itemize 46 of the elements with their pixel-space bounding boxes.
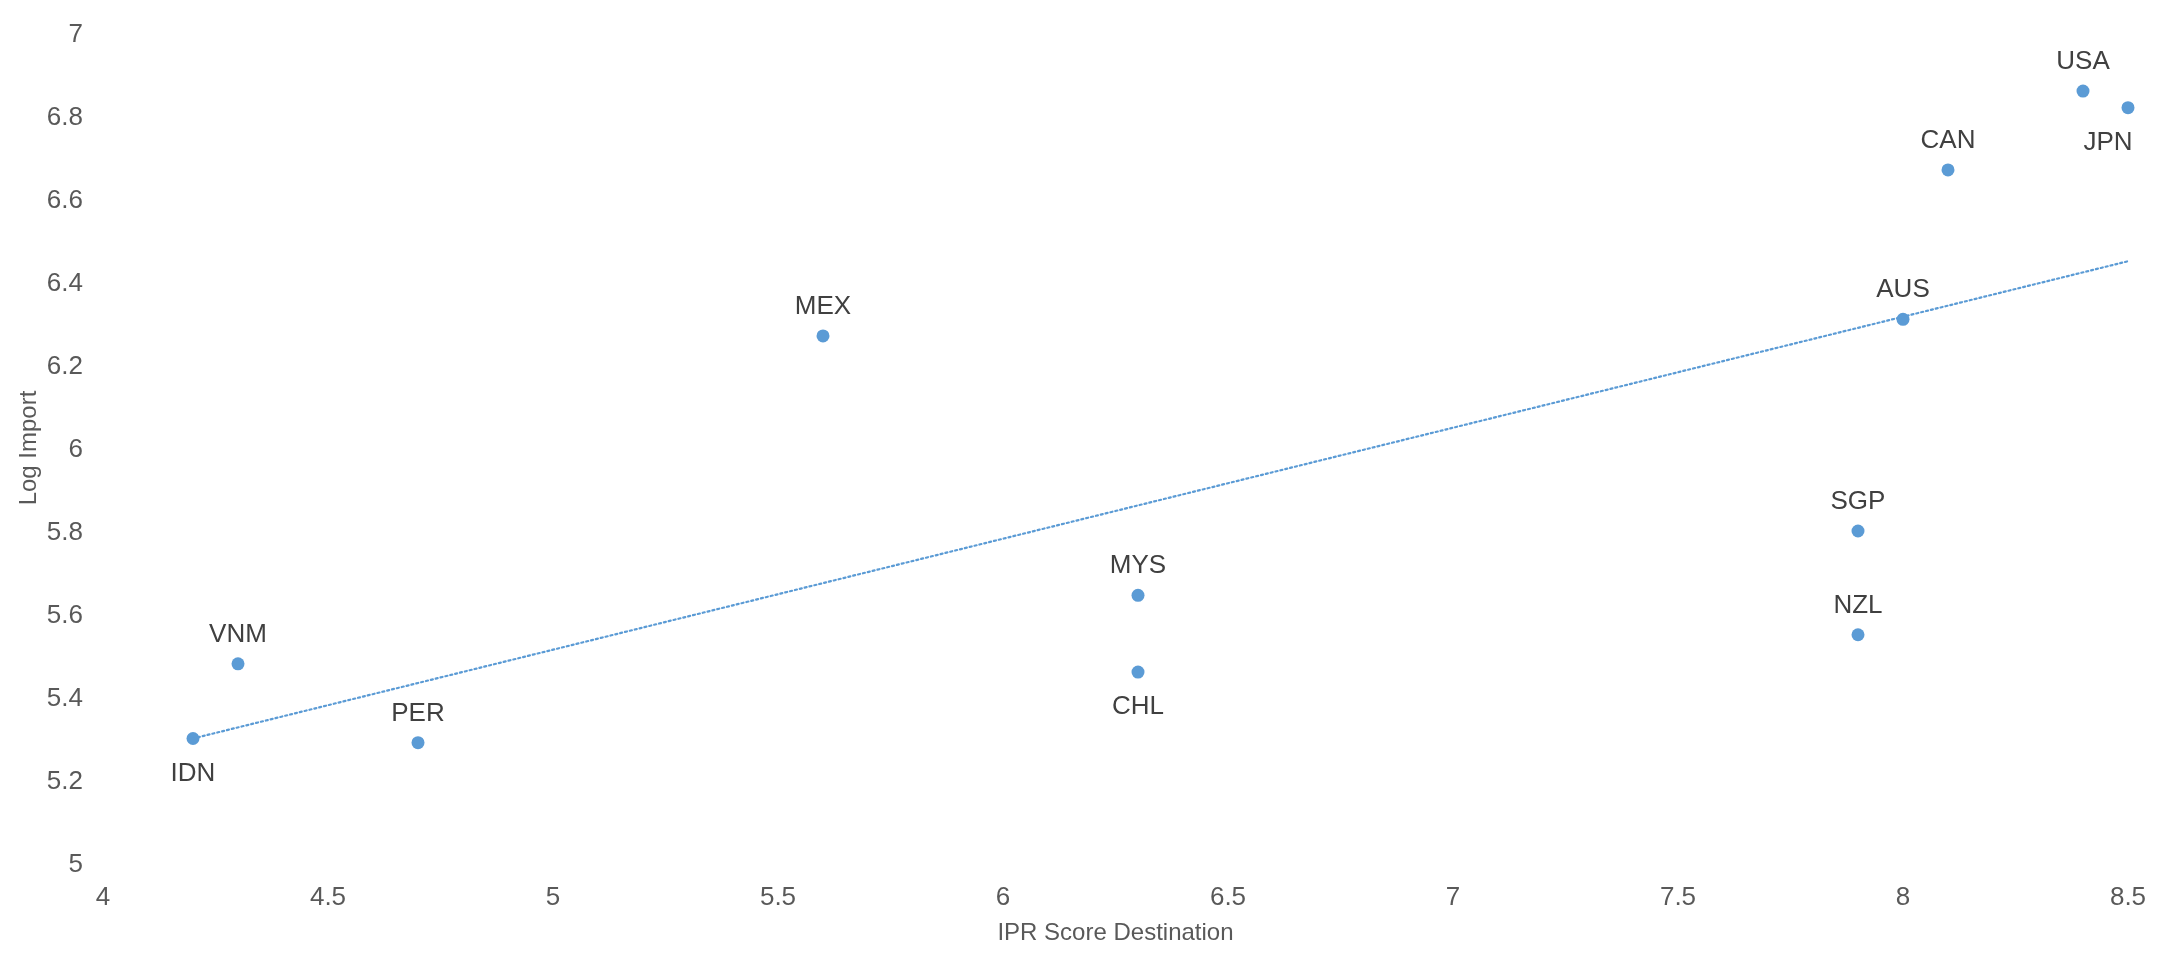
- x-tick-label: 7: [1445, 881, 1461, 911]
- x-tick-label: 8.5: [2109, 881, 2147, 911]
- y-tick-label: 7: [68, 18, 83, 49]
- x-tick-label: 5: [545, 881, 561, 911]
- x-tick-label: 8: [1895, 881, 1911, 911]
- y-tick-label: 5.4: [46, 682, 83, 713]
- y-tick-label: 6.2: [46, 350, 83, 381]
- y-tick-label: 6: [68, 433, 83, 464]
- point: [1851, 628, 1865, 642]
- annotation: CAN: [1920, 123, 1976, 154]
- annotation: AUS: [1876, 273, 1930, 304]
- annotation: NZL: [1833, 588, 1883, 619]
- y-tick-label: 5.6: [46, 599, 83, 630]
- annotation: SGP: [1830, 485, 1886, 515]
- annotation: IDN: [170, 756, 216, 787]
- y-tick-label: 6.8: [46, 101, 83, 132]
- x-axis-title: IPR Score Destination: [997, 918, 1234, 945]
- point: [2076, 84, 2090, 98]
- annotation: MEX: [794, 289, 852, 320]
- annotation: PER: [391, 696, 445, 727]
- x-tick-label: 5.5: [759, 881, 797, 911]
- point: [1851, 524, 1865, 538]
- x-tick-label: 4.5: [309, 881, 347, 911]
- point: [2121, 101, 2135, 115]
- y-tick-label: 5.8: [46, 516, 83, 547]
- point: [231, 657, 245, 671]
- point: [1131, 665, 1145, 679]
- x-tick-label: 7.5: [1659, 881, 1697, 911]
- point: [1131, 588, 1145, 602]
- annotation: CHL: [1111, 690, 1165, 721]
- point: [186, 732, 200, 745]
- annotation: JPN: [2083, 125, 2133, 156]
- annotation: USA: [2056, 45, 2111, 76]
- point: [1941, 163, 1955, 177]
- y-tick-label: 5.2: [46, 765, 83, 796]
- x-tick-label: 6: [995, 881, 1011, 911]
- y-tick-label: 6.4: [46, 267, 83, 298]
- y-axis-title: Log Import: [14, 390, 41, 506]
- y-tick-label: 6.6: [46, 184, 83, 215]
- y-tick-label: 5: [68, 848, 83, 879]
- x-tick-label: 4: [95, 881, 111, 911]
- annotation: MYS: [1109, 549, 1167, 580]
- x-tick-label: 6.5: [1209, 881, 1247, 911]
- point: [816, 329, 830, 343]
- annotation: VNM: [209, 617, 267, 648]
- point: [411, 736, 425, 750]
